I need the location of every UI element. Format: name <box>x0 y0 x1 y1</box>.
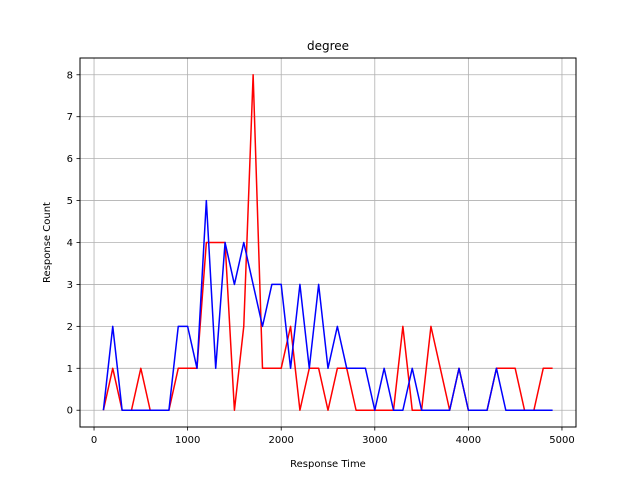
y-axis-label: Response Count <box>42 202 53 283</box>
y-tick-label: 1 <box>67 364 73 375</box>
axis-ticks: 0 1000 2000 3000 4000 5000 0 1 2 3 4 5 6 7 8 <box>67 70 575 446</box>
grid-lines <box>80 58 576 427</box>
y-tick-label: 3 <box>67 280 73 291</box>
series-line-2 <box>102 199 553 411</box>
y-tick-label: 5 <box>67 196 73 207</box>
y-tick-label: 4 <box>67 238 73 249</box>
x-tick-label: 0 <box>91 435 97 446</box>
y-tick-label: 8 <box>67 70 73 81</box>
y-tick-label: 2 <box>67 322 73 333</box>
y-tick-label: 0 <box>67 406 73 417</box>
series-lines <box>102 74 553 411</box>
chart-title: degree <box>307 39 349 53</box>
y-tick-label: 7 <box>67 112 73 123</box>
x-tick-label: 1000 <box>175 435 200 446</box>
x-tick-label: 3000 <box>362 435 387 446</box>
y-tick-label: 6 <box>67 154 73 165</box>
x-tick-label: 4000 <box>456 435 481 446</box>
x-tick-label: 5000 <box>549 435 574 446</box>
x-tick-label: 2000 <box>268 435 293 446</box>
x-axis-label: Response Time <box>290 459 366 470</box>
